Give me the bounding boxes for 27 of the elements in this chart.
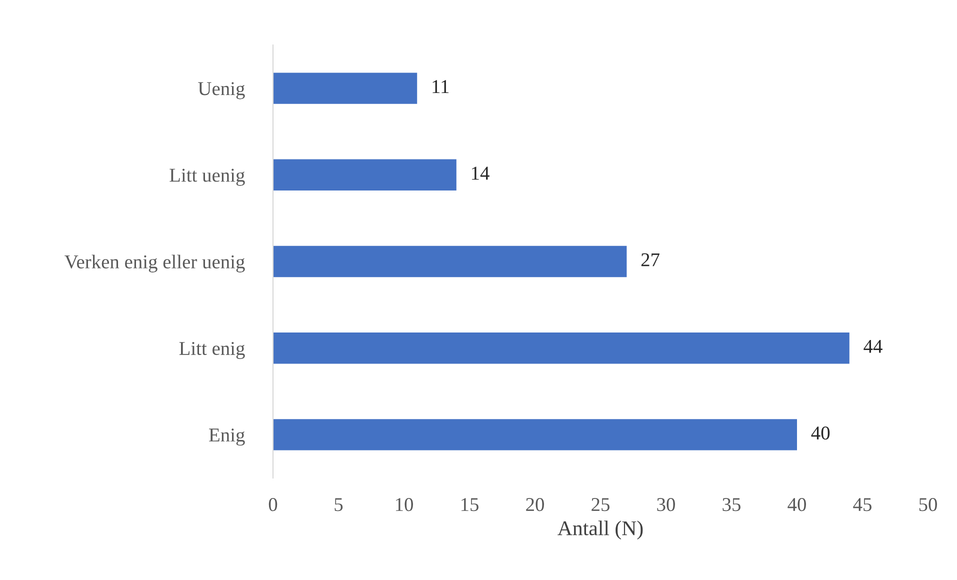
x-tick-label: 10 [396, 498, 413, 512]
x-tick-label: 20 [526, 498, 544, 512]
y-tick-label: Litt enig [179, 342, 245, 360]
x-tick-label: 30 [657, 498, 675, 512]
x-axis-title: Antall (N) [558, 520, 643, 540]
x-tick-label: 35 [722, 498, 740, 512]
bar [273, 332, 850, 364]
x-tick-label: 40 [788, 498, 806, 512]
x-tick-label: 15 [461, 498, 478, 512]
x-tick-label: 50 [919, 498, 937, 512]
data-label: 27 [641, 253, 660, 266]
bar [273, 419, 797, 450]
y-tick-label: Enig [209, 428, 245, 446]
bar [273, 246, 627, 278]
bar [273, 159, 456, 190]
bar [273, 72, 418, 104]
y-tick-label: Uenig [198, 82, 245, 100]
x-tick-label: 5 [334, 498, 343, 512]
x-tick-label: 45 [853, 498, 872, 512]
data-label: 44 [864, 340, 882, 353]
y-tick-label: Litt uenig [170, 168, 245, 186]
y-tick-label: Verken enig eller uenig [64, 254, 245, 272]
x-tick-label: 0 [268, 498, 278, 512]
x-tick-label: 25 [592, 498, 610, 512]
data-label: 11 [432, 80, 449, 93]
data-label: 14 [472, 166, 490, 180]
data-label: 40 [811, 426, 830, 440]
